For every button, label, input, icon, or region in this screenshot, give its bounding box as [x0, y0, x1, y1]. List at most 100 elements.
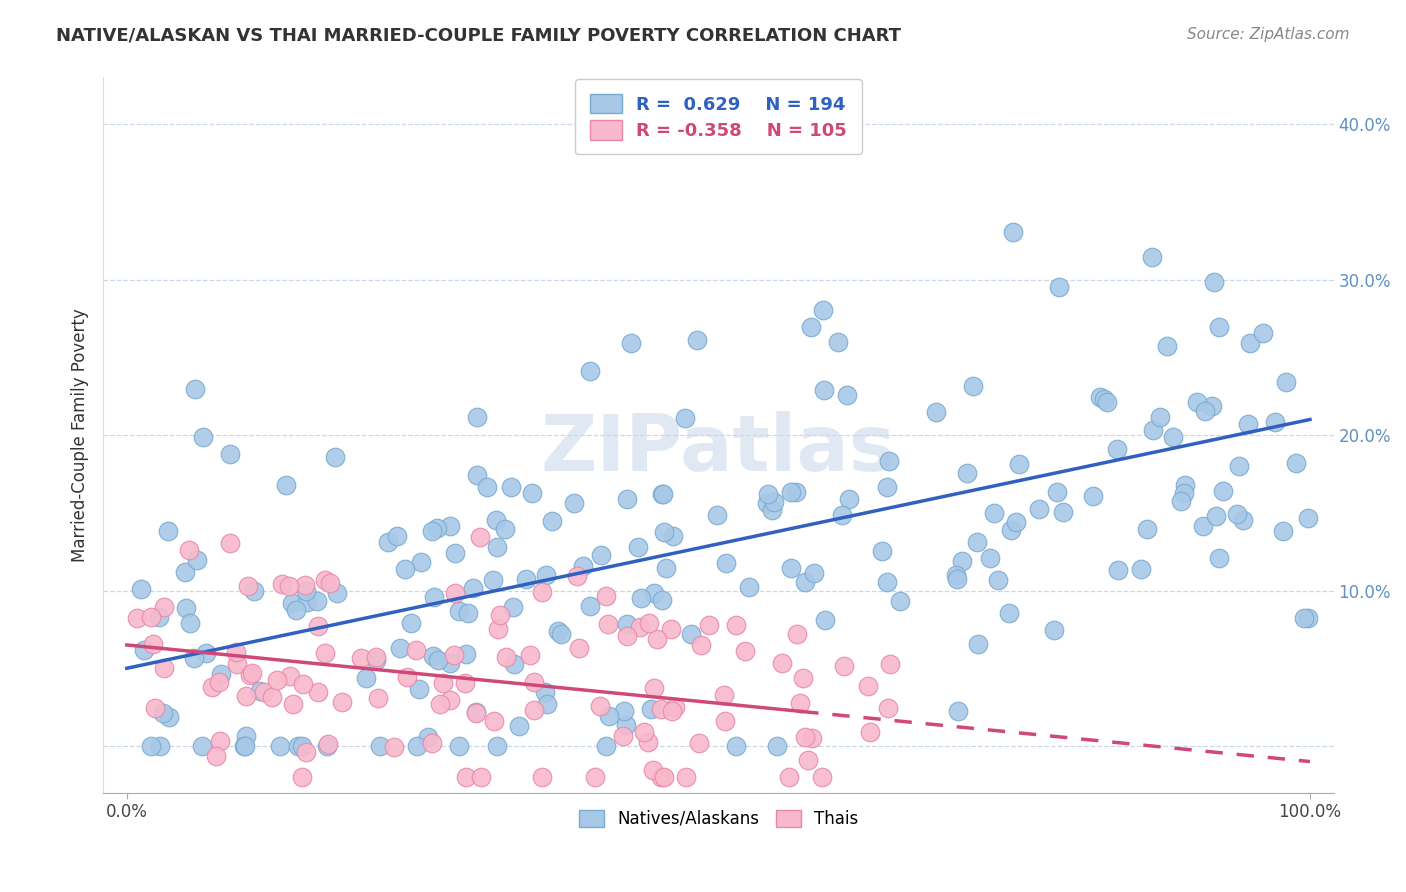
Point [950, 554, 973, 568]
Point [1208, 550, 1230, 565]
Point [876, 479, 898, 493]
Point [638, 616, 661, 631]
Point [1046, 484, 1069, 499]
Point [1185, 394, 1208, 409]
Point [1047, 279, 1070, 293]
Point [550, 627, 572, 641]
Point [364, 653, 387, 667]
Point [367, 691, 389, 706]
Point [423, 590, 446, 604]
Point [141, 739, 163, 753]
Point [595, 739, 617, 753]
Text: NATIVE/ALASKAN VS THAI MARRIED-COUPLE FAMILY POVERTY CORRELATION CHART: NATIVE/ALASKAN VS THAI MARRIED-COUPLE FA… [56, 27, 901, 45]
Point [249, 684, 271, 698]
Point [889, 594, 911, 608]
Point [620, 336, 643, 351]
Point [1052, 505, 1074, 519]
Point [395, 670, 418, 684]
Point [534, 568, 557, 582]
Point [465, 706, 488, 721]
Point [278, 669, 301, 683]
Point [456, 648, 478, 662]
Point [1142, 250, 1164, 264]
Point [132, 642, 155, 657]
Point [156, 524, 179, 539]
Point [426, 653, 449, 667]
Point [225, 645, 247, 659]
Point [418, 730, 440, 744]
Point [449, 739, 471, 753]
Point [948, 704, 970, 718]
Point [595, 589, 617, 603]
Point [627, 540, 650, 554]
Point [218, 536, 240, 550]
Point [640, 702, 662, 716]
Point [1107, 563, 1129, 577]
Point [651, 592, 673, 607]
Point [179, 615, 201, 630]
Point [475, 480, 498, 494]
Point [579, 599, 602, 614]
Point [209, 734, 232, 748]
Point [688, 736, 710, 750]
Point [389, 641, 412, 656]
Point [589, 548, 612, 562]
Point [725, 618, 748, 632]
Point [579, 364, 602, 378]
Point [270, 576, 292, 591]
Point [713, 688, 735, 702]
Point [314, 646, 336, 660]
Point [859, 725, 882, 739]
Point [174, 601, 197, 615]
Point [800, 320, 823, 334]
Point [1090, 390, 1112, 404]
Point [1212, 483, 1234, 498]
Point [1191, 519, 1213, 533]
Point [443, 648, 465, 663]
Point [877, 700, 900, 714]
Point [394, 562, 416, 576]
Point [125, 611, 148, 625]
Point [239, 667, 262, 681]
Point [1264, 416, 1286, 430]
Point [295, 594, 318, 608]
Point [287, 739, 309, 753]
Point [879, 657, 901, 672]
Point [565, 569, 588, 583]
Point [778, 770, 800, 784]
Point [291, 739, 314, 753]
Point [349, 650, 371, 665]
Point [661, 529, 683, 543]
Point [780, 560, 803, 574]
Point [368, 739, 391, 753]
Point [457, 606, 479, 620]
Point [307, 685, 329, 699]
Point [464, 705, 486, 719]
Point [152, 661, 174, 675]
Point [628, 620, 651, 634]
Point [305, 594, 328, 608]
Point [280, 597, 302, 611]
Point [319, 576, 342, 591]
Point [409, 555, 432, 569]
Point [1092, 392, 1115, 407]
Point [523, 703, 546, 717]
Point [502, 657, 524, 671]
Point [291, 677, 314, 691]
Point [482, 573, 505, 587]
Point [876, 574, 898, 589]
Point [651, 486, 673, 500]
Point [643, 681, 665, 695]
Point [756, 496, 779, 510]
Point [681, 627, 703, 641]
Point [714, 714, 737, 728]
Point [650, 770, 672, 784]
Point [470, 770, 492, 784]
Point [797, 753, 820, 767]
Point [814, 613, 837, 627]
Point [201, 680, 224, 694]
Point [420, 524, 443, 539]
Point [1081, 489, 1104, 503]
Point [1236, 417, 1258, 432]
Point [877, 453, 900, 467]
